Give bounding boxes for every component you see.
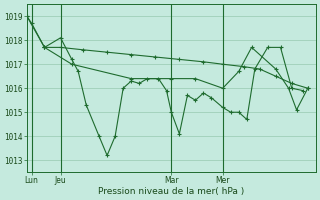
X-axis label: Pression niveau de la mer( hPa ): Pression niveau de la mer( hPa ) bbox=[98, 187, 244, 196]
